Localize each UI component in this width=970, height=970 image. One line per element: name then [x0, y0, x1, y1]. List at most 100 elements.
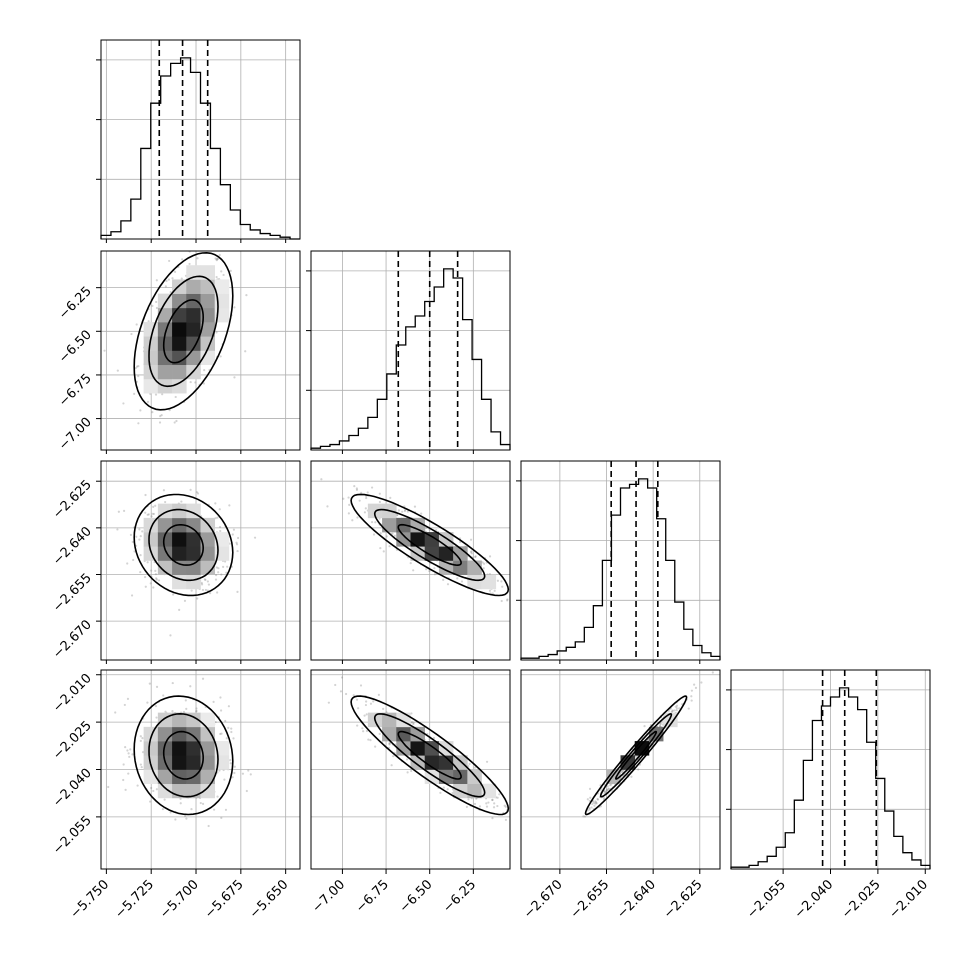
sample-point: [603, 796, 606, 800]
sample-point: [377, 693, 380, 696]
density-cell: [424, 532, 440, 547]
panel-frame: [100, 460, 301, 661]
sample-point: [369, 739, 372, 742]
sample-point: [606, 784, 609, 788]
sample-point: [469, 551, 473, 554]
sample-point: [155, 685, 159, 688]
density-cell: [172, 307, 187, 323]
sample-point: [230, 730, 233, 734]
sample-point: [122, 763, 125, 766]
sample-point: [673, 709, 676, 712]
sample-point: [372, 533, 376, 536]
sample-point: [604, 790, 607, 793]
sample-point: [249, 773, 252, 776]
sample-point: [150, 515, 153, 518]
sample-point: [137, 422, 140, 425]
sample-point: [212, 700, 215, 703]
sample-point: [152, 586, 155, 589]
sample-point: [485, 805, 489, 808]
sample-point: [446, 583, 450, 586]
sample-point: [221, 565, 225, 568]
sample-point: [506, 599, 509, 602]
sample-point: [184, 814, 187, 818]
sample-point: [172, 232, 174, 234]
density-cell: [200, 532, 216, 547]
sample-point: [139, 735, 142, 738]
sample-point: [406, 771, 409, 774]
sample-point: [107, 785, 110, 789]
contour-line: [614, 730, 658, 780]
sample-point: [326, 505, 329, 508]
scatter-panel-3-0: [100, 669, 301, 870]
sample-point: [527, 607, 529, 609]
sample-point: [473, 802, 477, 806]
sample-point: [594, 801, 598, 804]
sample-point: [169, 634, 172, 637]
contour-line: [373, 508, 486, 582]
sample-point: [199, 801, 202, 805]
sample-point: [363, 714, 366, 717]
sample-point: [201, 243, 203, 245]
sample-point: [167, 278, 170, 281]
density-cell: [172, 378, 187, 394]
hist-panel-2: [516, 460, 721, 661]
sample-point: [358, 499, 361, 502]
sample-point: [352, 694, 355, 697]
sample-point: [159, 456, 161, 458]
sample-point: [523, 584, 525, 586]
sample-point: [442, 578, 445, 581]
histogram-step: [730, 687, 931, 869]
sample-point: [133, 550, 136, 553]
sample-point: [163, 798, 166, 801]
sample-point: [229, 241, 231, 243]
density-cell: [157, 364, 173, 380]
sample-point: [588, 808, 591, 811]
sample-point: [327, 701, 330, 704]
sample-point: [487, 801, 490, 804]
sample-point: [174, 818, 177, 821]
sample-point: [474, 555, 477, 559]
sample-point: [233, 771, 236, 775]
density-cell: [410, 726, 426, 742]
sample-point: [370, 486, 374, 489]
density-cell: [186, 726, 201, 742]
sample-point: [340, 676, 344, 679]
sample-point: [215, 566, 218, 569]
sample-point: [141, 750, 145, 754]
sample-point: [154, 504, 157, 507]
sample-point: [157, 579, 161, 582]
sample-point: [524, 819, 526, 821]
sample-point: [152, 512, 156, 516]
density-cell: [186, 741, 201, 756]
sample-point: [493, 802, 496, 805]
sample-point: [146, 400, 150, 403]
sample-point: [133, 392, 136, 396]
density-cell: [157, 741, 173, 756]
sample-point: [182, 710, 186, 714]
histogram-step: [520, 478, 721, 660]
sample-point: [219, 732, 222, 736]
sample-point: [621, 769, 625, 773]
density-cell: [410, 532, 426, 547]
sample-point: [360, 491, 363, 494]
density-cell: [200, 755, 216, 770]
sample-point: [433, 567, 436, 570]
sample-point: [116, 528, 119, 531]
sample-point: [122, 509, 126, 512]
sample-point: [675, 704, 679, 707]
sample-point: [378, 492, 381, 495]
sample-point: [658, 724, 662, 728]
sample-point: [195, 491, 199, 494]
density-cell: [186, 307, 201, 323]
sample-point: [151, 411, 154, 414]
sample-point: [369, 702, 373, 705]
density-cell: [186, 517, 201, 533]
sample-point: [141, 530, 144, 533]
x-tick-label: −2.025: [839, 877, 884, 922]
sample-point: [169, 811, 172, 814]
sample-point: [132, 558, 135, 562]
sample-point: [174, 395, 177, 399]
sample-point: [388, 743, 391, 746]
sample-point: [206, 580, 209, 583]
sample-point: [189, 380, 192, 384]
